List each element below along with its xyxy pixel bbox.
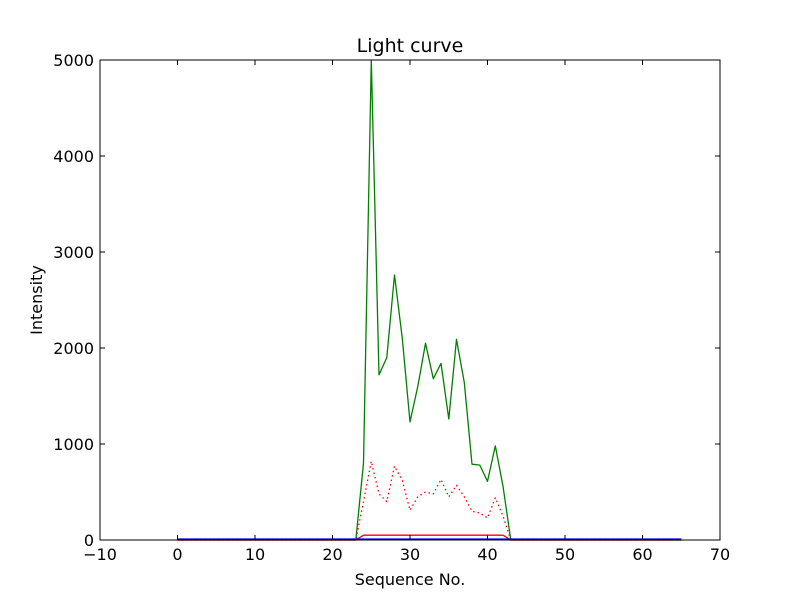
series-line-3 [177, 534, 682, 541]
x-tick-label: −10 [83, 545, 117, 564]
series-line-2 [177, 460, 682, 541]
x-tick-label: 0 [172, 545, 182, 564]
y-tick-label: 4000 [53, 147, 94, 166]
y-axis-label: Intensity [27, 265, 46, 335]
x-tick-label: 40 [477, 545, 497, 564]
y-tick-label: 0 [84, 531, 94, 550]
x-axis-label: Sequence No. [355, 570, 466, 589]
x-tick-label: 50 [555, 545, 575, 564]
y-tick-label: 2000 [53, 339, 94, 358]
y-tick-label: 5000 [53, 51, 94, 70]
x-tick-label: 20 [322, 545, 342, 564]
x-tick-label: 10 [245, 545, 265, 564]
x-tick-label: 70 [710, 545, 730, 564]
plot-area [177, 59, 682, 541]
series-line-1 [177, 59, 682, 541]
y-tick-label: 3000 [53, 243, 94, 262]
y-tick-label: 1000 [53, 435, 94, 454]
chart-title: Light curve [357, 35, 464, 57]
x-tick-label: 60 [632, 545, 652, 564]
x-tick-label: 30 [400, 545, 420, 564]
